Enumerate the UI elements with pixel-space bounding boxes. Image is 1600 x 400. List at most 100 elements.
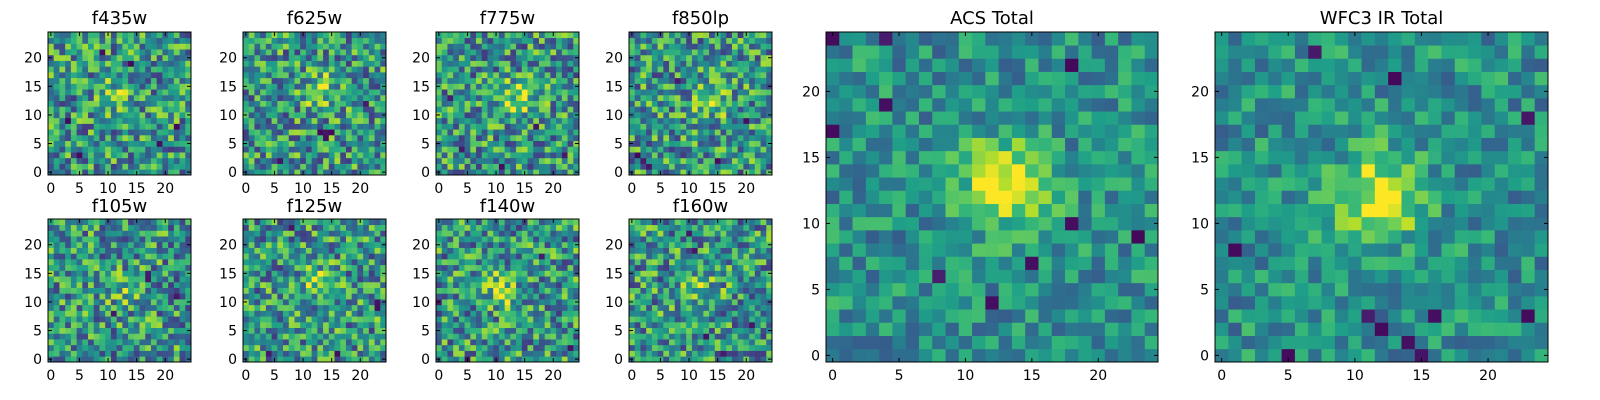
heatmap-cell xyxy=(657,287,664,294)
heatmap-cell xyxy=(363,89,370,96)
heatmap-cell xyxy=(162,89,169,96)
heatmap-cell xyxy=(179,219,186,226)
heatmap-cell xyxy=(283,112,290,119)
heatmap-cell xyxy=(82,321,89,329)
heatmap-cell xyxy=(128,77,135,84)
heatmap-cell xyxy=(345,123,353,130)
heatmap-cell xyxy=(351,60,358,67)
heatmap-cell xyxy=(334,37,341,44)
heatmap-cell xyxy=(374,316,381,323)
heatmap-cell xyxy=(357,123,364,130)
heatmap-cell xyxy=(105,157,112,164)
heatmap-cell xyxy=(731,293,739,300)
heatmap-cell xyxy=(48,134,55,142)
heatmap-cell xyxy=(470,219,477,226)
heatmap-cell xyxy=(116,264,123,271)
heatmap-cell xyxy=(334,32,341,39)
heatmap-cell xyxy=(657,310,664,317)
heatmap-cell xyxy=(357,344,364,351)
heatmap-cell xyxy=(441,310,448,317)
x-tick-label: 5 xyxy=(270,368,279,384)
heatmap-cell xyxy=(122,259,129,266)
heatmap-cell xyxy=(498,356,505,363)
heatmap-cell xyxy=(70,72,77,79)
heatmap-cell xyxy=(556,224,563,231)
heatmap-cell xyxy=(476,236,483,243)
heatmap-cell xyxy=(703,140,710,147)
heatmap-cell xyxy=(305,89,312,96)
x-tick-label: 10 xyxy=(99,368,117,384)
heatmap-cell xyxy=(260,106,267,113)
heatmap-cell xyxy=(640,129,647,136)
heatmap-cell xyxy=(521,281,528,288)
heatmap-cell xyxy=(162,146,169,153)
heatmap-cell xyxy=(544,60,551,67)
heatmap-cell xyxy=(544,83,551,90)
heatmap-cell xyxy=(156,117,163,124)
heatmap-cell xyxy=(139,37,146,44)
heatmap-cell xyxy=(328,134,335,142)
heatmap-cell xyxy=(323,112,330,119)
heatmap-cell xyxy=(145,77,152,84)
heatmap-cell xyxy=(453,230,460,237)
heatmap-cell xyxy=(458,77,465,84)
heatmap-cell xyxy=(550,350,557,357)
y-tick-label: 5 xyxy=(614,137,623,153)
heatmap-cell xyxy=(760,100,767,107)
heatmap-cell xyxy=(380,100,387,107)
heatmap-cell xyxy=(453,112,460,119)
heatmap-cell xyxy=(59,94,66,101)
heatmap-cell xyxy=(487,281,494,288)
heatmap-cell xyxy=(470,316,477,323)
heatmap-cell xyxy=(657,100,664,107)
heatmap-cell xyxy=(265,299,272,306)
heatmap-cell xyxy=(288,112,295,119)
heatmap-cell xyxy=(88,117,95,124)
heatmap-cell xyxy=(629,60,636,67)
heatmap-cell xyxy=(476,224,483,231)
heatmap-cell xyxy=(150,54,158,61)
heatmap-cell xyxy=(340,247,347,254)
heatmap-cell xyxy=(510,37,517,44)
heatmap-cell xyxy=(168,350,175,357)
y-tick-label: 0 xyxy=(33,352,42,368)
heatmap-cell xyxy=(634,146,641,153)
heatmap-cell xyxy=(697,356,704,363)
heatmap-cell xyxy=(634,281,641,288)
heatmap-cell xyxy=(254,281,261,288)
heatmap-cell xyxy=(453,49,460,56)
heatmap-cell xyxy=(493,270,500,277)
heatmap-cell xyxy=(731,60,739,67)
heatmap-cell xyxy=(277,140,284,147)
heatmap-cell xyxy=(663,270,670,277)
heatmap-cell xyxy=(323,106,330,113)
heatmap-cell xyxy=(254,49,261,56)
heatmap-cell xyxy=(368,169,375,176)
heatmap-cell xyxy=(53,83,60,90)
heatmap-cell xyxy=(447,241,454,248)
heatmap-cell xyxy=(447,344,454,351)
heatmap-cell xyxy=(243,43,250,50)
heatmap-cell xyxy=(544,247,551,254)
heatmap-cell xyxy=(173,321,180,329)
heatmap-cell xyxy=(122,270,129,277)
heatmap-cell xyxy=(277,230,284,237)
heatmap-cell xyxy=(305,316,312,323)
heatmap-cell xyxy=(447,293,454,300)
heatmap-cell xyxy=(351,241,358,248)
heatmap-cell xyxy=(453,247,460,254)
heatmap-cell xyxy=(374,276,381,283)
heatmap-cell xyxy=(521,140,528,147)
heatmap-cells xyxy=(436,32,580,176)
heatmap-cell xyxy=(288,72,295,79)
heatmap-cell xyxy=(122,304,129,311)
heatmap-cell xyxy=(646,123,653,130)
heatmap-cell xyxy=(105,299,112,306)
heatmap-cell xyxy=(550,316,557,323)
heatmap-cell xyxy=(697,83,704,90)
heatmap-cell xyxy=(76,112,83,119)
heatmap-cell xyxy=(680,152,687,159)
heatmap-cell xyxy=(277,276,284,283)
heatmap-cell xyxy=(53,321,60,329)
heatmap-cell xyxy=(374,304,381,311)
